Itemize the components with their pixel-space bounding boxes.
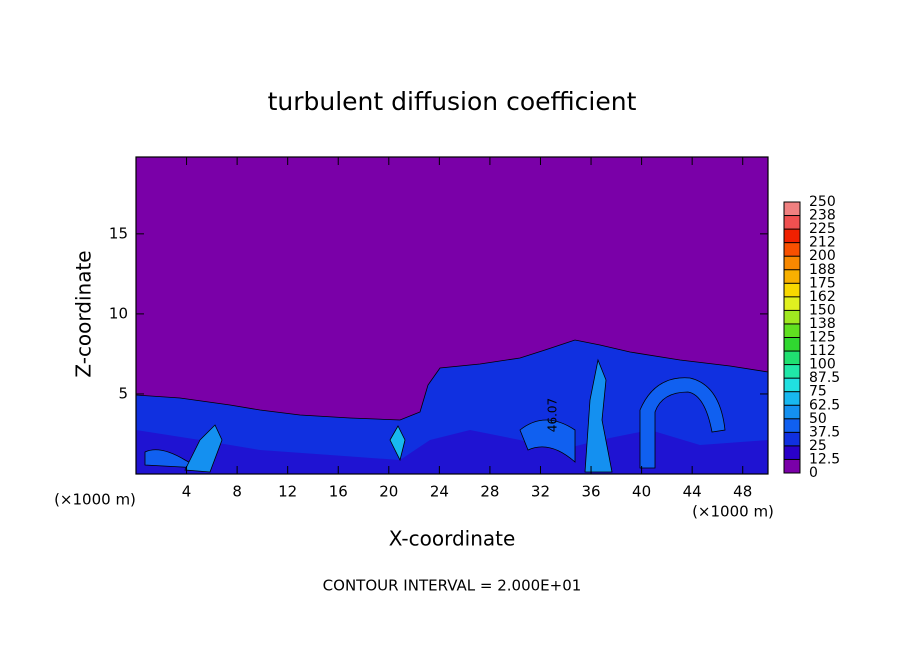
- x-tick-label: 16: [329, 483, 348, 501]
- colorbar-swatch: [784, 269, 800, 284]
- colorbar-swatch: [784, 445, 800, 460]
- colorbar-label: 250: [809, 194, 836, 210]
- colorbar-label: 25: [809, 438, 827, 454]
- y-tick-label: 10: [109, 304, 128, 322]
- x-tick-label: 24: [430, 483, 449, 501]
- x-tick-label: 12: [278, 483, 297, 501]
- colorbar-label: 212: [809, 235, 836, 251]
- x-tick-label: 36: [581, 483, 600, 501]
- colorbar-swatch: [784, 215, 800, 230]
- colorbar-swatch: [784, 283, 800, 297]
- colorbar-label: 162: [809, 289, 836, 305]
- colorbar-swatch: [784, 337, 800, 352]
- y-tick-label: 15: [109, 224, 128, 242]
- x-tick-label: 20: [379, 483, 398, 501]
- x-tick-label: 4: [182, 483, 192, 501]
- colorbar-label: 0: [809, 465, 818, 481]
- x-unit: (×1000 m): [692, 503, 774, 521]
- colorbar-frame: [783, 201, 801, 474]
- colorbar-label: 225: [809, 221, 836, 237]
- colorbar-label: 75: [809, 384, 827, 400]
- colorbar-swatch: [784, 310, 800, 324]
- colorbar-swatch: [784, 391, 800, 406]
- x-tick-label: 28: [480, 483, 499, 501]
- colorbar-label: 200: [809, 248, 836, 264]
- colorbar-swatch: [784, 405, 800, 419]
- x-tick-label: 32: [531, 483, 550, 501]
- colorbar-label: 188: [809, 262, 836, 278]
- colorbar-label: 37.5: [809, 424, 840, 440]
- y-tick-label: 5: [118, 384, 128, 402]
- colorbar-label: 87.5: [809, 370, 840, 386]
- x-tick-label: 44: [683, 483, 702, 501]
- colorbar-label: 125: [809, 330, 836, 346]
- colorbar-swatch: [784, 364, 800, 379]
- colorbar-label: 62.5: [809, 397, 840, 413]
- contour-region: [184, 424, 223, 473]
- y-axis-label: Z-coordinate: [72, 250, 96, 377]
- colorbar-swatch: [784, 459, 800, 473]
- colorbar-label: 12.5: [809, 451, 840, 467]
- colorbar-swatch: [784, 296, 800, 311]
- colorbar-swatch: [784, 256, 800, 270]
- colorbar-label: 175: [809, 275, 836, 291]
- contour-region: [584, 358, 613, 473]
- colorbar-swatch: [784, 229, 800, 243]
- colorbar-swatch: [784, 202, 800, 216]
- colorbar-label: 100: [809, 357, 836, 373]
- footer-note: CONTOUR INTERVAL = 2.000E+01: [323, 577, 582, 595]
- contour-region: [639, 377, 726, 469]
- plot-frame: [135, 156, 769, 475]
- x-axis-label: X-coordinate: [389, 527, 516, 551]
- colorbar-swatch: [784, 432, 800, 446]
- colorbar-label: 238: [809, 208, 836, 224]
- x-tick-label: 48: [733, 483, 752, 501]
- colorbar-label: 112: [809, 343, 836, 359]
- colorbar-swatch: [784, 242, 800, 257]
- chart-title: turbulent diffusion coefficient: [268, 87, 637, 116]
- contour-region: [389, 425, 406, 462]
- x-tick-label: 8: [232, 483, 242, 501]
- contour-label: 46.07: [546, 398, 560, 432]
- contour-region: [519, 419, 576, 463]
- colorbar-label: 138: [809, 316, 836, 332]
- colorbar-swatch: [784, 418, 800, 433]
- colorbar-label: 150: [809, 302, 836, 318]
- colorbar-swatch: [784, 378, 800, 392]
- colorbar-label: 50: [809, 411, 827, 427]
- x-tick-label: 40: [632, 483, 651, 501]
- colorbar-swatch: [784, 323, 800, 338]
- colorbar-swatch: [784, 351, 800, 365]
- y-unit: (×1000 m): [54, 491, 136, 509]
